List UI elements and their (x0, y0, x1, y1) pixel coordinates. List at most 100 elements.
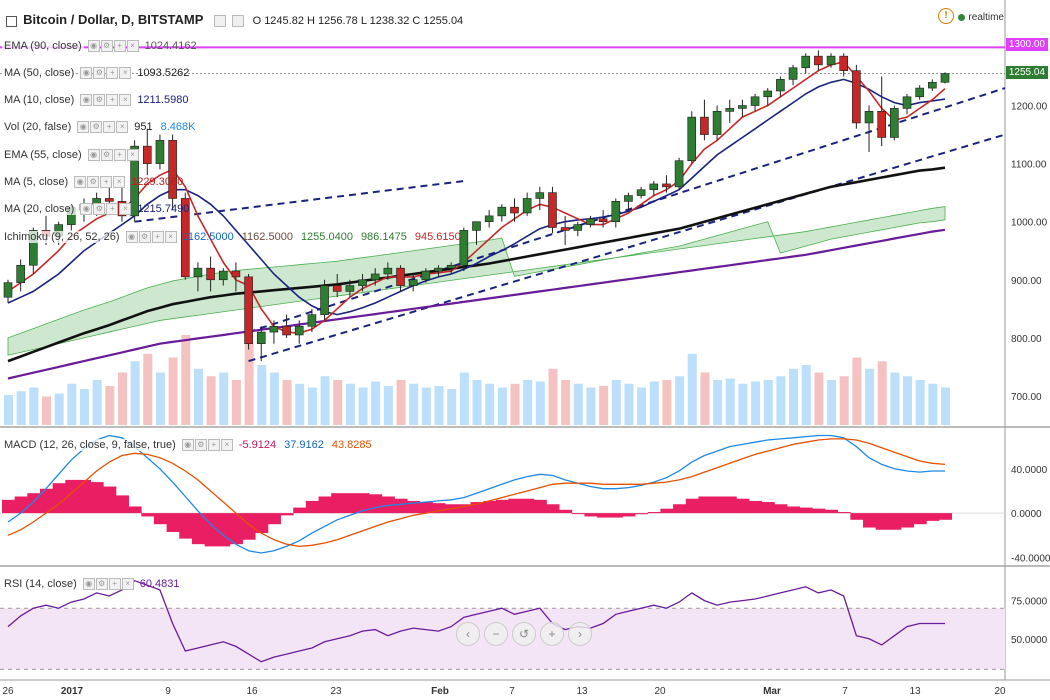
candle-body (269, 325, 279, 333)
candle-body (472, 221, 481, 231)
indicator-row-rsi[interactable]: RSI (14, close) ◉ ⚙ + × 60.4831 (2, 578, 182, 590)
volume-bar (801, 365, 811, 425)
indicator-name: MA (20, close) (2, 203, 77, 215)
gear-icon[interactable]: ⚙ (93, 203, 106, 215)
gear-icon[interactable]: ⚙ (138, 231, 151, 243)
add-icon[interactable]: + (103, 121, 116, 133)
macd-histogram-bar (419, 502, 433, 514)
add-icon[interactable]: + (113, 149, 126, 161)
close-icon[interactable]: × (121, 578, 134, 590)
eye-icon[interactable]: ◉ (77, 121, 90, 133)
indicator-row-ind0[interactable]: EMA (90, close) ◉ ⚙ + × 1024.4162 (2, 40, 199, 52)
zoom-in-icon[interactable]: + (540, 622, 564, 646)
volume-bar (206, 376, 216, 425)
eye-icon[interactable]: ◉ (125, 231, 138, 243)
volume-bar (434, 386, 444, 425)
eye-icon[interactable]: ◉ (80, 67, 93, 79)
indicator-row-ind5[interactable]: MA (5, close) ◉ ⚙ + × 1229.3060 (2, 176, 185, 188)
symbol-title[interactable]: Bitcoin / Dollar, D, BITSTAMP (23, 12, 204, 27)
macd-histogram-bar (115, 495, 129, 514)
add-icon[interactable]: + (106, 203, 119, 215)
close-icon[interactable]: × (119, 203, 132, 215)
volume-bar (713, 380, 723, 425)
candle-body (484, 215, 494, 222)
candle-body (839, 55, 849, 71)
gear-icon[interactable]: ⚙ (95, 578, 108, 590)
close-icon[interactable]: × (116, 121, 129, 133)
volume-bar (637, 387, 647, 425)
eye-icon[interactable]: ◉ (80, 94, 93, 106)
scroll-left-icon[interactable]: ‹ (456, 622, 480, 646)
indicator-row-macd[interactable]: MACD (12, 26, close, 9, false, true) ◉ ⚙ + ×… (2, 439, 374, 451)
eye-icon[interactable]: ◉ (181, 439, 194, 451)
indicator-row-ind7[interactable]: Ichimoku (9, 26, 52, 26) ◉ ⚙ + × 1162.5000 116… (2, 231, 463, 243)
indicator-buttons: ◉ ⚙ + × (80, 94, 132, 106)
scroll-right-icon[interactable]: › (568, 622, 592, 646)
candle-body (877, 111, 886, 138)
close-icon[interactable]: × (119, 67, 132, 79)
macd-histogram-bar (926, 513, 940, 521)
eye-icon[interactable]: ◉ (87, 149, 100, 161)
add-icon[interactable]: + (106, 94, 119, 106)
volume-bar (561, 380, 571, 425)
gear-icon[interactable]: ⚙ (90, 121, 103, 133)
indicator-row-ind2[interactable]: MA (10, close) ◉ ⚙ + × 1211.5980 (2, 94, 191, 106)
candle-body (434, 267, 443, 272)
time-tick-label: 20 (654, 686, 666, 697)
collapse-icon[interactable] (6, 15, 17, 27)
add-icon[interactable]: + (108, 578, 121, 590)
macd-histogram-bar (267, 513, 281, 525)
header-hide-icon[interactable] (231, 15, 244, 28)
macd-histogram-bar (660, 508, 674, 514)
indicator-row-ind4[interactable]: EMA (55, close) ◉ ⚙ + × (2, 149, 139, 161)
eye-icon[interactable]: ◉ (87, 40, 100, 52)
volume-bar (396, 380, 406, 425)
gear-icon[interactable]: ⚙ (93, 94, 106, 106)
gear-icon[interactable]: ⚙ (87, 176, 100, 188)
macd-histogram-bar (837, 512, 851, 514)
close-icon[interactable]: × (126, 40, 139, 52)
volume-bar (611, 380, 621, 425)
eye-icon[interactable]: ◉ (74, 176, 87, 188)
indicator-row-ind1[interactable]: MA (50, close) ◉ ⚙ + × 1093.5262 (2, 67, 191, 79)
gear-icon[interactable]: ⚙ (100, 40, 113, 52)
add-icon[interactable]: + (207, 439, 220, 451)
macd-histogram-bar (90, 482, 104, 514)
macd-histogram-bar (39, 488, 53, 514)
volume-bar (4, 395, 13, 425)
alert-icon[interactable]: ! (938, 8, 954, 24)
macd-histogram-bar (483, 500, 497, 514)
close-icon[interactable]: × (126, 149, 139, 161)
candle-body (307, 314, 317, 327)
close-icon[interactable]: × (164, 231, 177, 243)
zoom-out-icon[interactable]: − (484, 622, 508, 646)
volume-bar (29, 387, 39, 425)
indicator-row-ind3[interactable]: Vol (20, false) ◉ ⚙ + × 951 8.468K (2, 121, 198, 133)
time-tick-label: 7 (842, 686, 848, 697)
reset-icon[interactable]: ↺ (512, 622, 536, 646)
level-price-tag: 1300.00 (1005, 38, 1048, 51)
gear-icon[interactable]: ⚙ (100, 149, 113, 161)
volume-bar (67, 383, 77, 425)
candle-body (649, 183, 659, 191)
add-icon[interactable]: + (113, 40, 126, 52)
volume-bar (789, 368, 799, 425)
close-icon[interactable]: × (113, 176, 126, 188)
eye-icon[interactable]: ◉ (82, 578, 95, 590)
candle-body (586, 218, 595, 225)
add-icon[interactable]: + (151, 231, 164, 243)
candle-body (535, 192, 545, 199)
candle-body (446, 264, 456, 269)
close-icon[interactable]: × (119, 94, 132, 106)
add-icon[interactable]: + (106, 67, 119, 79)
header-settings-icon[interactable] (214, 15, 227, 28)
candle-body (687, 116, 697, 161)
indicator-row-ind6[interactable]: MA (20, close) ◉ ⚙ + × 1215.7490 (2, 203, 191, 215)
volume-bar (105, 386, 115, 425)
close-icon[interactable]: × (220, 439, 233, 451)
gear-icon[interactable]: ⚙ (93, 67, 106, 79)
gear-icon[interactable]: ⚙ (194, 439, 207, 451)
add-icon[interactable]: + (100, 176, 113, 188)
eye-icon[interactable]: ◉ (80, 203, 93, 215)
macd-histogram-bar (204, 513, 218, 547)
